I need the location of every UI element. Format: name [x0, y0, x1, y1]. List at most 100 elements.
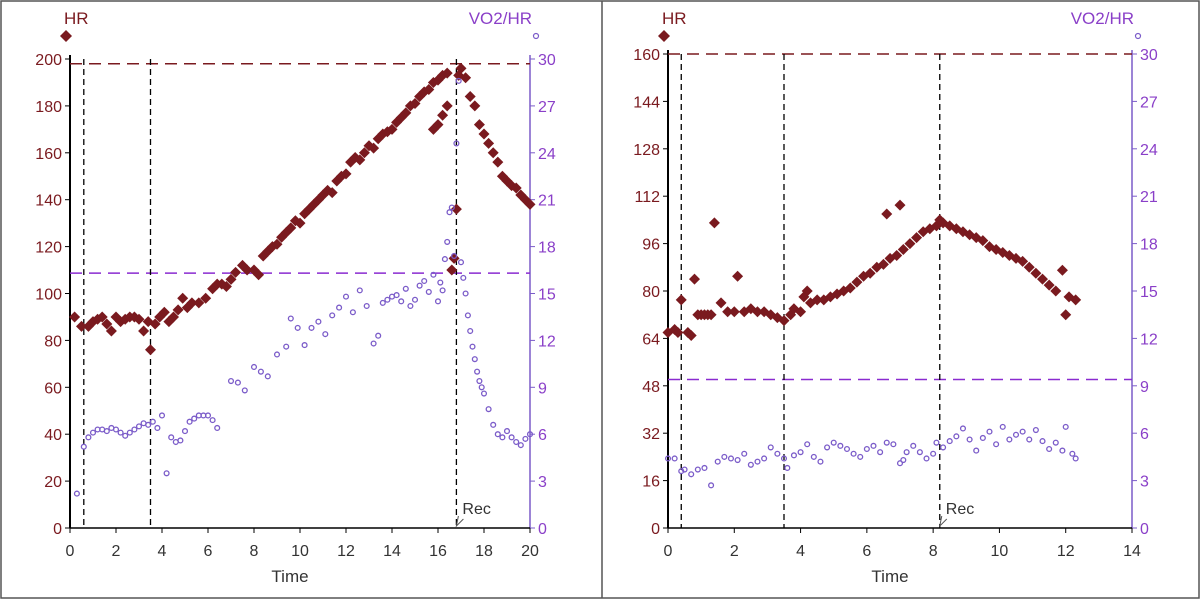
- right-tick-label: 9: [538, 380, 547, 397]
- vo2hr-data-point: [287, 315, 294, 322]
- vo2hr-data-point: [714, 458, 721, 465]
- vo2hr-data-point: [478, 384, 485, 391]
- vo2hr-data-point: [1069, 450, 1076, 457]
- recovery-label: Rec: [946, 501, 974, 518]
- x-tick-label: 20: [521, 543, 539, 560]
- right-tick-label: 0: [1140, 521, 1149, 538]
- x-tick-label: 10: [291, 543, 309, 560]
- vo2hr-data-point: [363, 302, 370, 310]
- vo2hr-data-point: [1026, 436, 1033, 443]
- vo2hr-data-point: [250, 363, 258, 371]
- left-tick-label: 200: [35, 52, 62, 69]
- hr-data-point: [487, 147, 499, 159]
- left-tick-label: 140: [35, 193, 62, 210]
- vo2hr-data-point: [480, 390, 488, 397]
- vo2hr-data-point: [135, 423, 143, 430]
- vo2hr-data-point: [973, 447, 980, 454]
- vo2hr-data-point: [398, 298, 405, 305]
- right-tick-label: 6: [538, 427, 547, 444]
- right-axis-label: VO2/HR: [469, 9, 532, 28]
- left-tick-label: 112: [634, 189, 660, 206]
- x-tick-label: 2: [730, 543, 739, 560]
- x-tick-label: 8: [250, 543, 259, 560]
- vo2hr-data-point: [384, 296, 391, 303]
- vo2hr-data-point: [439, 287, 446, 294]
- vo2hr-data-point: [513, 438, 520, 446]
- right-tick-label: 3: [1140, 474, 1149, 491]
- hr-data-point: [177, 292, 189, 304]
- right-axis-label: VO2/HR: [1071, 9, 1134, 28]
- vo2hr-data-point: [469, 343, 476, 350]
- vo2hr-data-point: [457, 259, 465, 266]
- hr-data-point: [483, 137, 495, 149]
- vo2hr-data-point: [721, 453, 728, 460]
- hr-data-point: [437, 109, 449, 121]
- chart-panel-right: 0 16 32 48 64 80 96 112 128 144 160 0 3 6 9 12 15 18 21 24 2…: [602, 0, 1200, 600]
- left-tick-label: 160: [633, 47, 660, 64]
- left-tick-label: 80: [44, 333, 62, 350]
- vo2hr-data-point: [402, 285, 409, 292]
- hr-data-point: [138, 325, 150, 337]
- vo2hr-data-point: [446, 209, 453, 216]
- vo2hr-data-point: [375, 332, 382, 339]
- x-tick-label: 6: [862, 543, 871, 560]
- hr-data-point: [708, 217, 720, 229]
- vo2hr-data-point: [522, 435, 529, 442]
- right-tick-label: 27: [1140, 94, 1158, 111]
- vo2hr-data-point: [1006, 436, 1013, 443]
- vo2hr-data-point: [1039, 438, 1046, 445]
- right-tick-label: 30: [538, 52, 556, 69]
- left-tick-label: 120: [35, 240, 62, 257]
- left-tick-label: 128: [633, 142, 660, 159]
- hr-data-point: [492, 156, 504, 168]
- vo2hr-data-point: [214, 424, 221, 431]
- vo2hr-data-point: [790, 452, 797, 459]
- right-tick-label: 30: [1140, 47, 1158, 64]
- vo2hr-data-point: [999, 423, 1006, 430]
- x-tick-label: 12: [1057, 543, 1075, 560]
- x-tick-label: 14: [383, 543, 401, 560]
- x-tick-label: 12: [337, 543, 355, 560]
- vo2hr-data-point: [464, 312, 471, 319]
- right-tick-label: 24: [1140, 142, 1158, 159]
- vo2hr-data-point: [257, 368, 264, 375]
- vo2hr-data-point: [370, 340, 377, 347]
- vo2hr-data-point: [817, 458, 824, 465]
- left-tick-label: 64: [642, 331, 660, 348]
- vo2hr-data-point: [393, 292, 400, 299]
- hr-data-point: [894, 199, 906, 211]
- hr-data-point: [689, 273, 701, 285]
- right-tick-label: 0: [538, 521, 547, 538]
- left-axis-label: HR: [662, 9, 687, 28]
- x-tick-label: 0: [66, 543, 75, 560]
- vo2hr-data-point: [708, 482, 715, 489]
- left-tick-label: 16: [642, 474, 660, 491]
- left-tick-label: 180: [35, 99, 62, 116]
- vo2hr-data-point: [168, 434, 175, 441]
- vo2hr-data-point: [959, 425, 967, 432]
- vo2hr-data-point: [1059, 447, 1066, 454]
- right-tick-label: 18: [1140, 237, 1158, 254]
- vo2hr-data-point: [407, 302, 414, 310]
- vo2hr-data-point: [294, 324, 301, 331]
- vo2hr-data-point: [103, 428, 110, 435]
- vo2hr-data-point: [112, 426, 120, 433]
- vo2hr-data-point: [1046, 445, 1053, 453]
- vo2hr-data-point: [863, 445, 870, 453]
- vo2hr-data-point: [163, 470, 170, 477]
- vo2hr-data-point: [494, 431, 501, 438]
- x-tick-label: 4: [158, 543, 167, 560]
- vo2hr-data-point: [517, 442, 524, 449]
- left-tick-label: 96: [642, 237, 660, 254]
- right-tick-label: 15: [1140, 284, 1158, 301]
- vo2hr-data-point: [434, 298, 442, 305]
- hr-legend-marker: [658, 30, 670, 42]
- vo2hr-data-point: [804, 441, 811, 448]
- hr-data-point: [881, 208, 893, 220]
- vo2hr-data-point: [930, 450, 937, 457]
- vo2hr-data-point: [315, 318, 322, 325]
- vo2hr-data-point: [966, 436, 973, 443]
- vo2hr-data-point: [774, 450, 781, 457]
- vo2hr-data-point: [1072, 455, 1079, 462]
- vo2hr-data-point: [191, 415, 198, 422]
